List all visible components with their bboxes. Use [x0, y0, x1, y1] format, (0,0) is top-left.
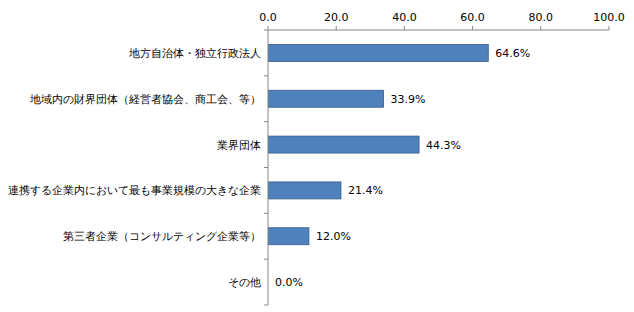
tick-mark — [472, 26, 473, 30]
tick-label: 60.0 — [460, 11, 485, 24]
bar — [268, 136, 419, 153]
tick-mark — [540, 26, 541, 30]
tick-label: 0.0 — [259, 11, 277, 24]
data-label: 64.6% — [495, 47, 530, 60]
bar — [268, 90, 384, 107]
category-tick — [264, 75, 268, 76]
tick-label: 40.0 — [392, 11, 417, 24]
tick-mark — [268, 26, 269, 30]
data-label: 12.0% — [316, 230, 351, 243]
category-tick — [264, 30, 268, 31]
tick-label: 100.0 — [593, 11, 625, 24]
tick-mark — [609, 26, 610, 30]
category-label: 業界団体 — [217, 139, 261, 151]
category-label: 地方自治体・独立行政法人 — [128, 47, 261, 59]
category-tick — [264, 259, 268, 260]
data-label: 0.0% — [275, 276, 303, 289]
data-label: 33.9% — [391, 93, 426, 106]
bar — [268, 228, 309, 245]
category-label: 地域内の財界団体（経営者協会、商工会、等） — [29, 93, 261, 105]
bar — [268, 182, 341, 199]
data-label: 44.3% — [426, 139, 461, 152]
bar — [268, 44, 488, 61]
category-tick — [264, 213, 268, 214]
tick-label: 80.0 — [529, 11, 554, 24]
category-label: 連携する企業内において最も事業規模の大きな企業 — [8, 184, 261, 197]
tick-mark — [404, 26, 405, 30]
category-tick — [264, 121, 268, 122]
category-tick — [264, 167, 268, 168]
x-axis — [268, 30, 609, 31]
data-label: 21.4% — [348, 184, 383, 197]
chart: 0.0 20.0 40.0 60.0 80.0 100.0 地方自治体・独立行政法人地域内の… — [0, 0, 634, 312]
tick-mark — [336, 26, 337, 30]
category-label: 第三者企業（コンサルティング企業等） — [63, 230, 261, 242]
category-label: その他 — [228, 276, 261, 288]
category-tick — [264, 305, 268, 306]
tick-label: 20.0 — [324, 11, 349, 24]
bars — [268, 44, 488, 244]
